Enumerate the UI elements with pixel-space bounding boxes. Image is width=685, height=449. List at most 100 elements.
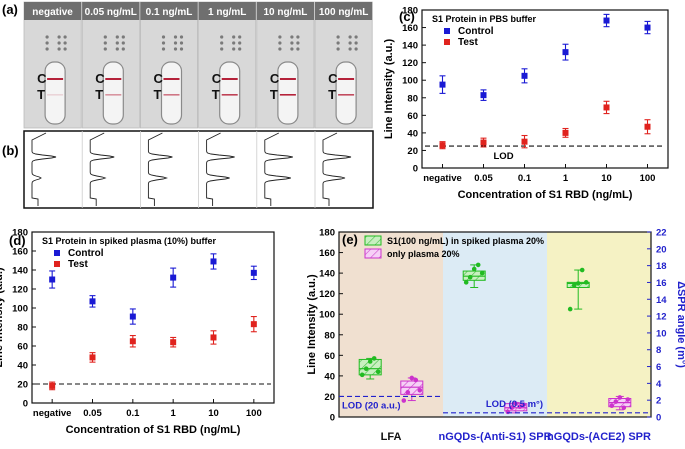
sample-hole <box>348 47 352 51</box>
data-point <box>480 139 487 146</box>
sample-hole <box>103 47 107 51</box>
y-tick-label: 180 <box>402 6 418 17</box>
panel-c-chart: (c) 0 20 40 60 80 100 120 140 160 180 negative 0.05 0… <box>383 6 669 201</box>
data-point <box>644 24 651 31</box>
legend-marker <box>54 250 60 256</box>
strip-label: 1 ng/mL <box>208 7 246 18</box>
sample-hole <box>179 41 184 45</box>
x-tick-label: negative <box>33 408 72 419</box>
sample-hole <box>290 47 294 51</box>
lod-left-label: LOD (20 a.u.) <box>342 400 401 411</box>
legend-marker <box>54 261 60 267</box>
y-tick-label: 100 <box>12 304 28 315</box>
y-tick-label: 160 <box>319 248 335 259</box>
y-tick-label: 100 <box>402 76 418 87</box>
strip-label: 10 ng/mL <box>263 7 307 18</box>
data-point <box>609 403 615 408</box>
x-tick-label: 0.05 <box>83 408 102 419</box>
data-point <box>617 395 623 400</box>
data-point <box>603 104 610 111</box>
y-tick-label: 60 <box>17 342 28 353</box>
data-point <box>359 372 365 378</box>
sample-hole <box>103 35 107 39</box>
data-point <box>129 313 136 320</box>
data-point <box>367 359 373 364</box>
data-point <box>509 405 515 411</box>
sample-hole <box>238 47 242 51</box>
test-line <box>163 94 180 96</box>
test-line <box>105 94 122 96</box>
profile-trace <box>206 132 235 206</box>
sample-hole <box>45 47 49 51</box>
c-label: C <box>37 71 47 86</box>
data-point <box>579 267 585 273</box>
chart-title: S1 Protein in spiked plasma (10%) buffer <box>42 236 217 246</box>
x-tick-label: 10 <box>208 408 219 419</box>
data-point <box>439 142 446 149</box>
lod-right-label: LOD (0.5 m°) <box>486 399 543 410</box>
y-tick-label: 60 <box>324 351 335 362</box>
y-right-tick-label: 22 <box>656 228 667 239</box>
result-window <box>335 61 357 125</box>
data-point <box>210 334 217 341</box>
y-tick-label: 140 <box>402 41 418 52</box>
sample-hole <box>121 47 125 51</box>
sample-hole <box>161 47 166 51</box>
sample-hole <box>278 35 282 39</box>
sample-hole <box>348 35 352 39</box>
y-right-tick-label: 16 <box>656 278 667 289</box>
plot-area <box>31 231 275 404</box>
y-tick-label: 160 <box>12 247 28 258</box>
data-point <box>210 258 217 265</box>
y-right-tick-label: 2 <box>656 396 661 407</box>
y-tick-label: 60 <box>407 111 418 122</box>
sample-hole <box>238 41 242 45</box>
sample-hole <box>220 47 224 51</box>
sample-hole <box>63 41 67 45</box>
control-line <box>105 78 122 80</box>
data-point <box>583 280 589 285</box>
result-window <box>102 61 124 125</box>
t-label: T <box>328 87 336 102</box>
y-tick-label: 20 <box>17 380 28 391</box>
panel-label-e: (e) <box>342 232 358 247</box>
sample-hole <box>121 35 125 39</box>
strip-header <box>256 2 314 20</box>
t-label: T <box>154 87 162 102</box>
result-window <box>277 61 299 125</box>
data-point <box>371 356 377 361</box>
x-tick-label: 0.05 <box>474 173 493 184</box>
sample-hole <box>290 35 294 39</box>
data-point <box>521 72 528 79</box>
data-point <box>375 369 381 375</box>
result-window <box>44 61 66 125</box>
c-label: C <box>95 71 105 86</box>
chart-title: S1 Protein in PBS buffer <box>432 14 537 24</box>
sample-hole <box>121 41 125 45</box>
panel-label-b: (b) <box>2 143 19 158</box>
sample-hole <box>173 47 178 51</box>
t-label: T <box>212 87 220 102</box>
control-line <box>221 78 238 80</box>
y-right-tick-label: 4 <box>656 379 662 390</box>
sample-hole <box>278 47 282 51</box>
sample-hole <box>63 47 67 51</box>
x-tick-label: 10 <box>601 173 612 184</box>
sample-hole <box>354 41 358 45</box>
sample-hole <box>161 41 166 45</box>
panel-label-a: (a) <box>2 2 18 17</box>
result-window <box>160 61 183 125</box>
sample-hole <box>278 41 282 45</box>
y-axis-label: Line Intensity (a.u.) <box>0 267 5 368</box>
legend-label: S1(100 ng/mL) in spiked plasma 20% <box>387 236 544 246</box>
panel-d-chart: (d) 0 20 40 60 80 100 120 140 160 180 negative 0.05 0… <box>0 228 275 436</box>
data-point <box>521 138 528 145</box>
sample-hole <box>336 41 340 45</box>
data-point <box>480 92 487 99</box>
y-tick-label: 40 <box>407 128 418 139</box>
y-tick-label: 20 <box>407 146 418 157</box>
test-line <box>221 94 238 96</box>
control-line <box>47 78 64 80</box>
sample-hole <box>290 41 294 45</box>
